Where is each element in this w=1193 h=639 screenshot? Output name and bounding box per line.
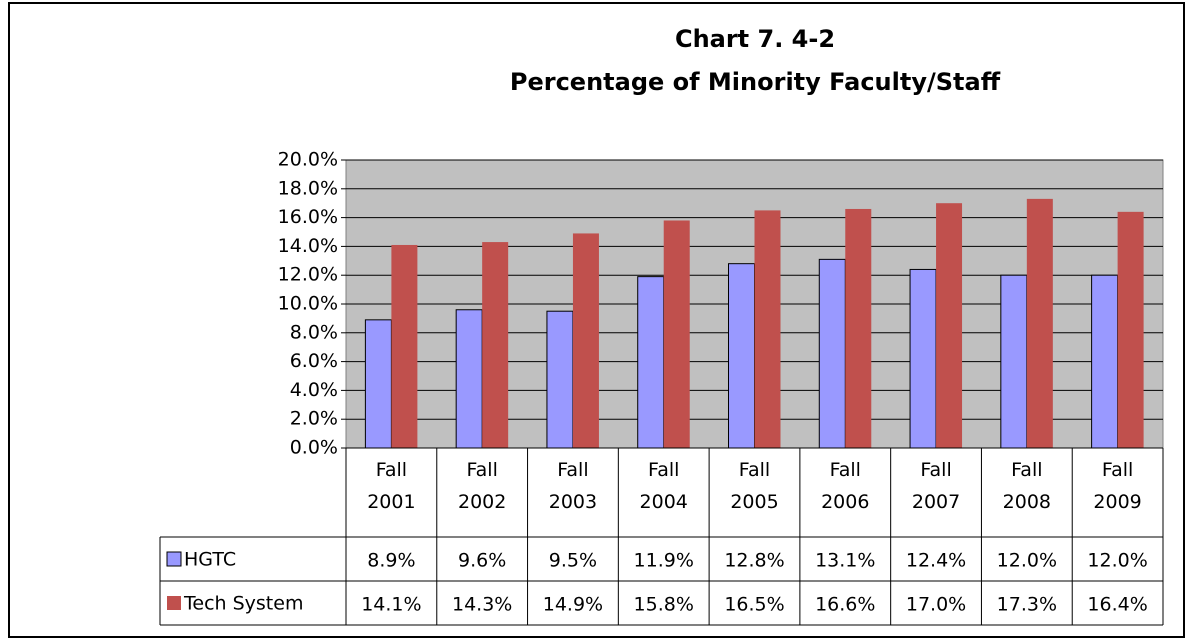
data-label: 12.8% (724, 550, 784, 572)
y-tick-label: 20.0% (278, 149, 338, 171)
y-tick-label: 4.0% (290, 379, 338, 401)
data-label: 12.0% (1087, 550, 1147, 572)
bar (754, 210, 781, 448)
x-tick-label: Fall 2002 (458, 459, 506, 513)
data-label: 14.1% (361, 594, 421, 616)
chart-title: Chart 7. 4-2 (675, 25, 835, 53)
data-label: 15.8% (634, 594, 694, 616)
bar (818, 258, 846, 449)
bar (936, 203, 963, 448)
x-tick-label: Fall 2008 (1003, 459, 1051, 513)
bar (1000, 274, 1028, 449)
y-tick-label: 14.0% (278, 235, 338, 257)
data-label: 16.4% (1087, 594, 1147, 616)
y-tick-label: 18.0% (278, 177, 338, 199)
legend-key (167, 596, 181, 610)
x-tick-label: Fall 2005 (730, 459, 778, 513)
x-tick-label: Fall 2006 (821, 459, 869, 513)
y-tick-label: 8.0% (290, 321, 338, 343)
data-label: 9.5% (549, 550, 597, 572)
data-label: 11.9% (634, 550, 694, 572)
bar (455, 309, 483, 449)
x-tick-label: Fall 2001 (367, 459, 415, 513)
y-tick-label: 12.0% (278, 264, 338, 286)
data-label: 12.0% (997, 550, 1057, 572)
x-tick-label: Fall 2003 (549, 459, 597, 513)
bar (909, 268, 937, 449)
chart-subtitle: Percentage of Minority Faculty/Staff (510, 68, 1001, 96)
data-label: 16.6% (815, 594, 875, 616)
bar (546, 310, 574, 449)
legend-label: HGTC (184, 549, 236, 571)
data-label: 9.6% (458, 550, 506, 572)
bar (364, 319, 392, 449)
y-tick-label: 0.0% (290, 437, 338, 459)
data-label: 17.3% (997, 594, 1057, 616)
data-label: 12.4% (906, 550, 966, 572)
bar (391, 244, 418, 448)
bar (1091, 274, 1119, 449)
data-label: 14.3% (452, 594, 512, 616)
data-label: 8.9% (367, 550, 415, 572)
bar (637, 276, 665, 449)
bar (482, 242, 509, 448)
bar (572, 233, 599, 448)
data-label: 13.1% (815, 550, 875, 572)
x-tick-label: Fall 2004 (640, 459, 688, 513)
bar (1117, 211, 1144, 448)
bar (728, 263, 755, 449)
data-label: 14.9% (543, 594, 603, 616)
data-label: 16.5% (724, 594, 784, 616)
bar (663, 220, 690, 448)
y-tick-label: 10.0% (278, 293, 338, 315)
bar (1026, 198, 1053, 448)
y-tick-label: 6.0% (290, 350, 338, 372)
bar (845, 208, 872, 448)
y-tick-label: 2.0% (290, 408, 338, 430)
x-tick-label: Fall 2009 (1093, 459, 1141, 513)
legend-label: Tech System (183, 593, 303, 615)
y-tick-label: 16.0% (278, 206, 338, 228)
data-label: 17.0% (906, 594, 966, 616)
legend-key (166, 551, 182, 567)
x-tick-label: Fall 2007 (912, 459, 960, 513)
